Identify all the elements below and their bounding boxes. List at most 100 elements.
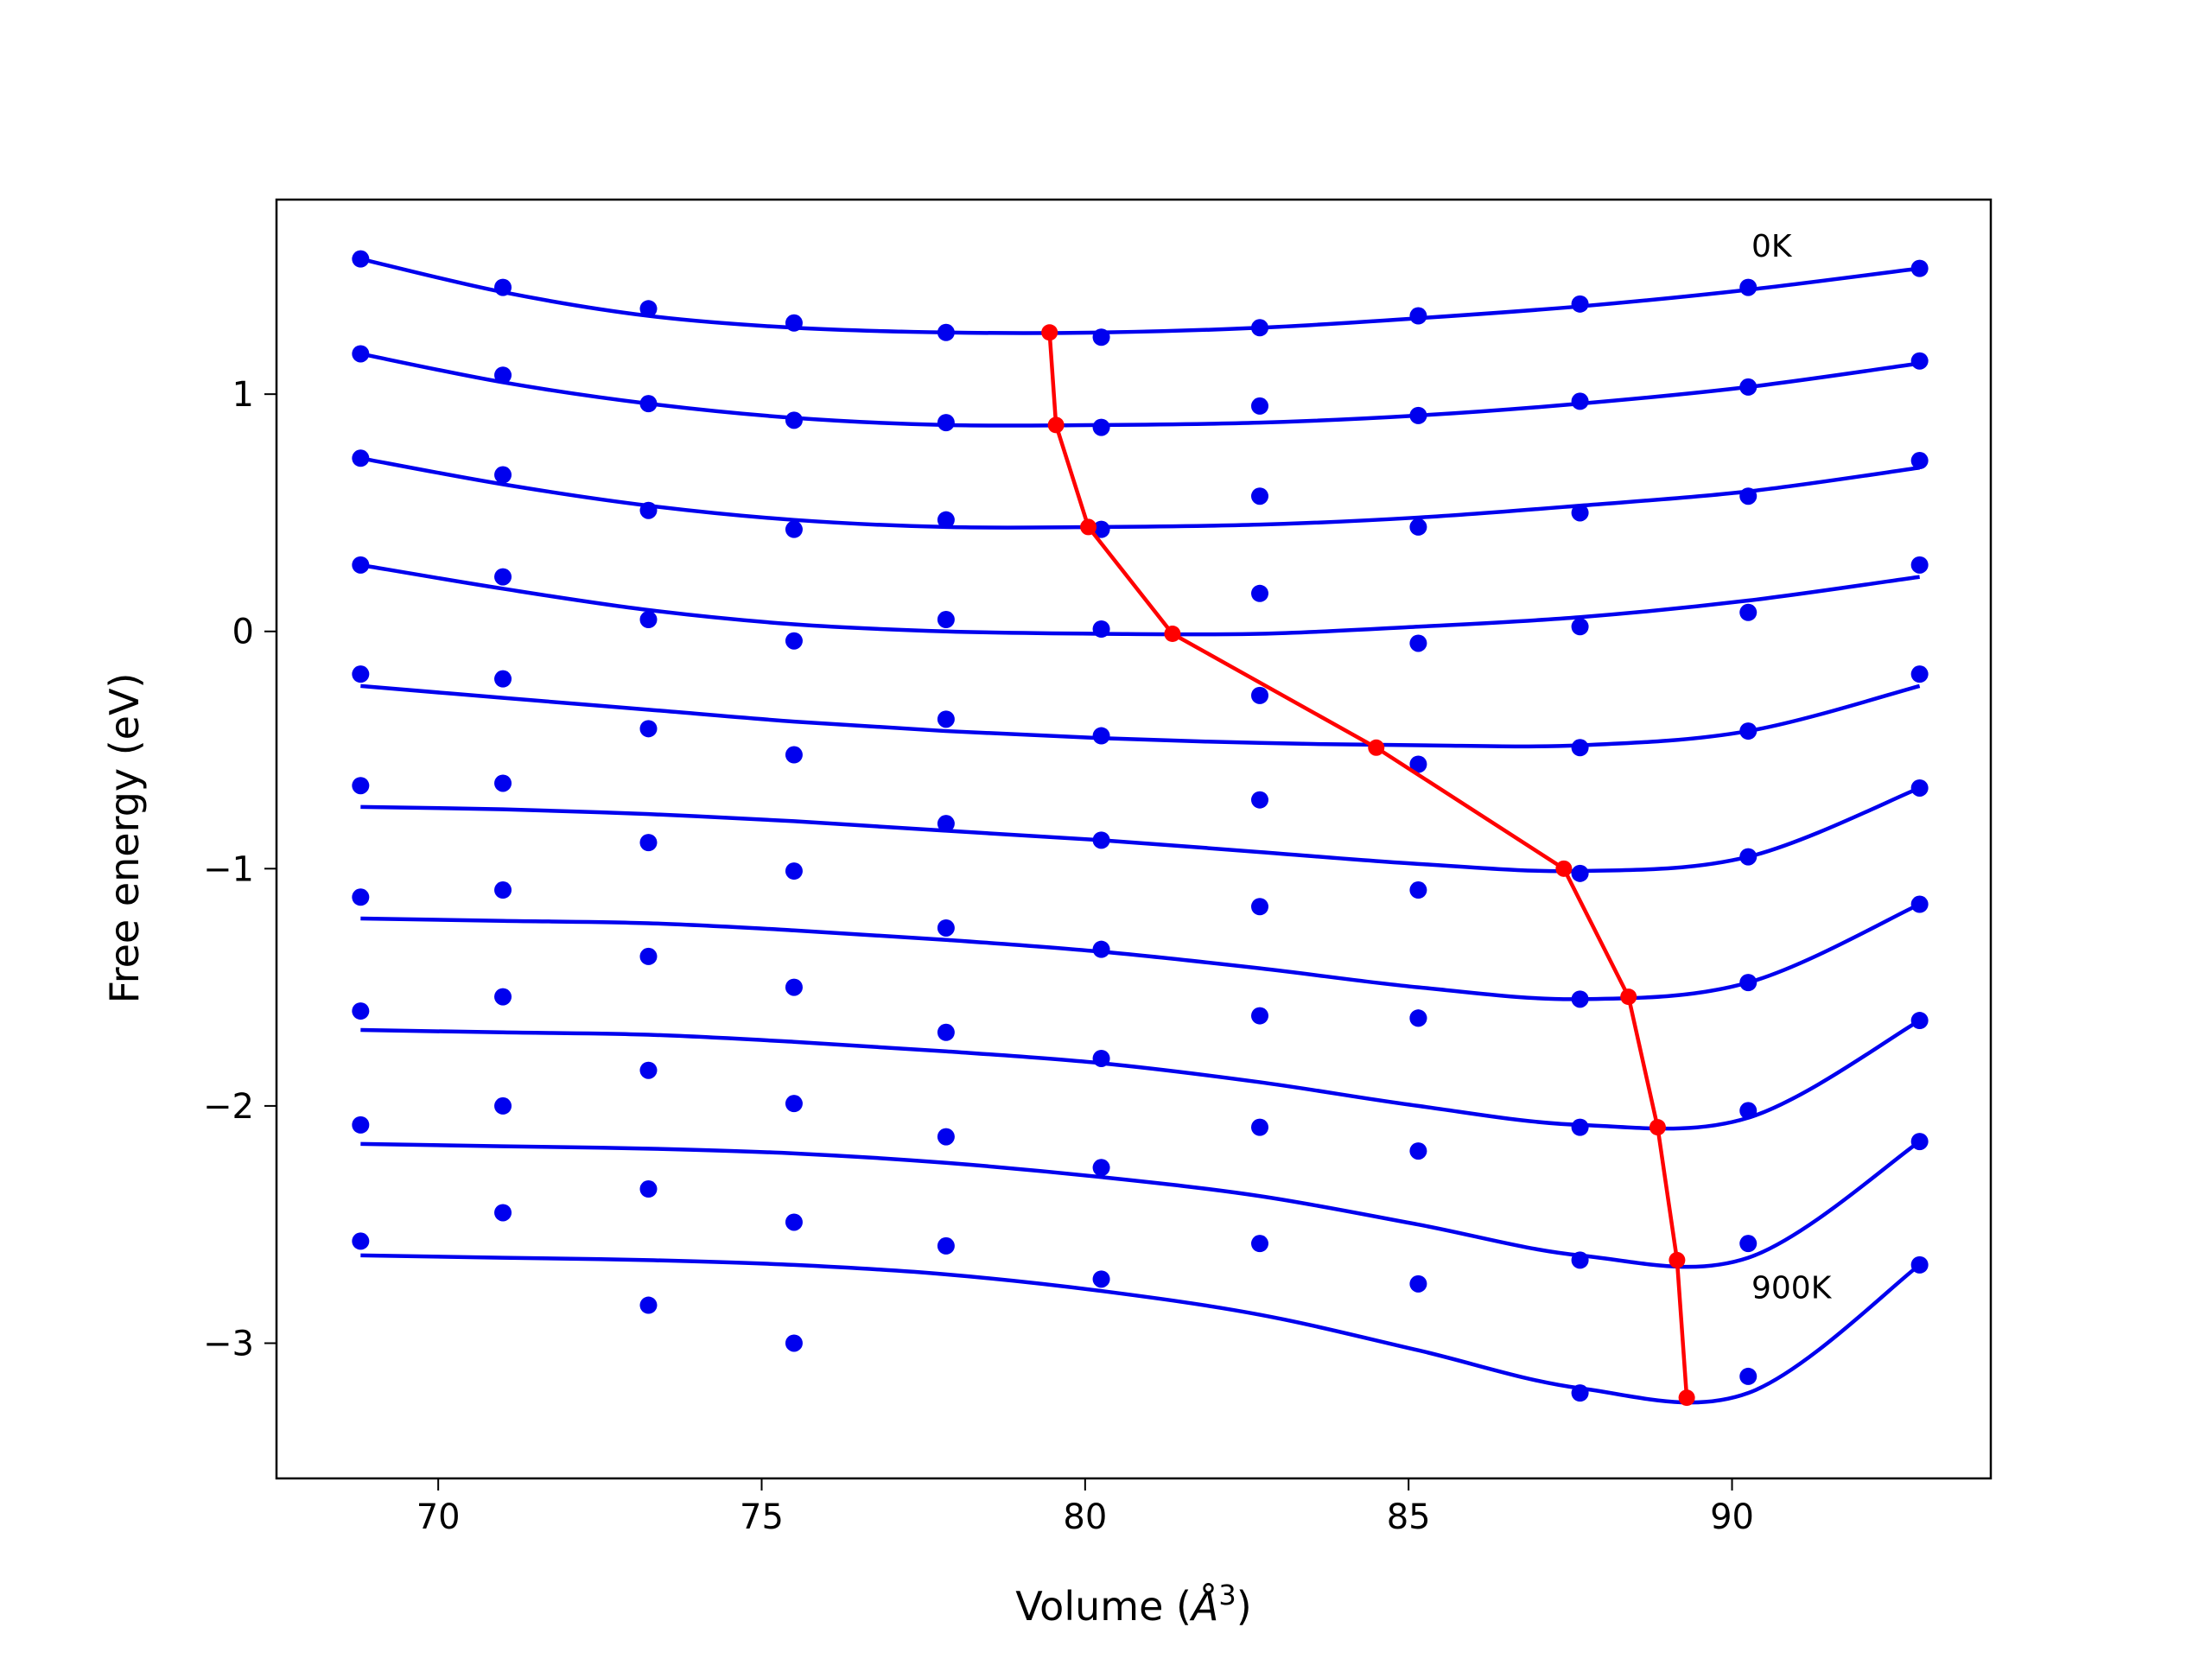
- data-point-s1-0: [352, 345, 370, 363]
- x-tick-label: 85: [1387, 1497, 1431, 1537]
- y-tick-label: 1: [232, 375, 254, 415]
- data-point-s5-4: [937, 815, 955, 833]
- data-point-s4-9: [1739, 722, 1758, 741]
- data-point-s3-6: [1250, 584, 1268, 602]
- data-point-s3-10: [1910, 556, 1929, 574]
- minimum-point-7: [1649, 1119, 1666, 1136]
- data-point-s9-1: [494, 1204, 512, 1222]
- data-point-s6-0: [352, 888, 370, 906]
- data-point-s1-8: [1571, 392, 1589, 410]
- y-tick-label: −3: [203, 1324, 254, 1363]
- data-point-s1-9: [1739, 378, 1758, 396]
- data-point-s9-4: [937, 1236, 955, 1255]
- data-point-s2-1: [494, 466, 512, 484]
- data-point-s8-0: [352, 1116, 370, 1134]
- data-point-s4-3: [785, 746, 803, 764]
- data-point-s0-5: [1092, 328, 1110, 346]
- data-point-s6-5: [1092, 940, 1110, 958]
- data-point-s8-9: [1739, 1235, 1758, 1253]
- data-point-s3-7: [1409, 634, 1427, 652]
- data-point-s7-5: [1092, 1049, 1110, 1067]
- data-point-s7-1: [494, 988, 512, 1006]
- data-point-s7-8: [1571, 1118, 1589, 1136]
- data-point-s8-8: [1571, 1251, 1589, 1269]
- data-point-s4-10: [1910, 665, 1929, 683]
- data-point-s8-2: [639, 1180, 658, 1198]
- data-point-s9-5: [1092, 1270, 1110, 1288]
- data-point-s1-3: [785, 411, 803, 429]
- data-point-s0-2: [639, 300, 658, 318]
- minimum-point-2: [1080, 518, 1097, 536]
- data-point-s3-2: [639, 611, 658, 629]
- data-point-s3-5: [1092, 620, 1110, 638]
- data-point-s6-6: [1250, 898, 1268, 916]
- data-point-s6-9: [1739, 974, 1758, 992]
- data-point-s2-2: [639, 501, 658, 519]
- data-point-s1-5: [1092, 418, 1110, 436]
- data-point-s0-7: [1409, 307, 1427, 325]
- x-axis-ticks: 70 75 80 85 90: [416, 1478, 1754, 1537]
- data-point-s8-7: [1409, 1142, 1427, 1160]
- y-axis-label: Free energy (eV): [101, 673, 148, 1004]
- data-point-s7-7: [1409, 1009, 1427, 1027]
- data-point-s8-1: [494, 1096, 512, 1115]
- minima-line: [1047, 332, 1689, 1398]
- data-point-s8-4: [937, 1128, 955, 1146]
- data-point-s2-4: [937, 511, 955, 529]
- data-point-s4-8: [1571, 739, 1589, 757]
- minimum-point-3: [1164, 625, 1181, 642]
- data-point-s7-3: [785, 1095, 803, 1113]
- fit-curve-5: [360, 785, 1921, 874]
- data-point-s1-2: [639, 395, 658, 413]
- fit-curve-9: [360, 1253, 1921, 1405]
- x-tick-label: 90: [1710, 1497, 1754, 1537]
- annotations: 0K 900K: [1751, 229, 1833, 1306]
- annotation-label: 900K: [1751, 1270, 1833, 1306]
- data-point-s6-2: [639, 947, 658, 965]
- data-point-s4-4: [937, 710, 955, 728]
- minimum-point-4: [1368, 739, 1385, 756]
- data-point-s6-3: [785, 978, 803, 996]
- data-point-s5-3: [785, 862, 803, 880]
- fit-curve-6: [360, 902, 1921, 1001]
- data-point-s2-6: [1250, 487, 1268, 505]
- data-point-s7-9: [1739, 1102, 1758, 1120]
- data-point-s1-4: [937, 414, 955, 432]
- x-tick-label: 70: [416, 1497, 461, 1537]
- data-point-s0-10: [1910, 259, 1929, 277]
- data-point-s2-3: [785, 520, 803, 538]
- data-point-s5-9: [1739, 848, 1758, 866]
- x-tick-label: 75: [740, 1497, 784, 1537]
- data-point-s6-10: [1910, 895, 1929, 913]
- y-tick-label: −1: [203, 849, 254, 889]
- data-point-s5-8: [1571, 864, 1589, 882]
- data-point-s1-10: [1910, 352, 1929, 370]
- data-point-s9-9: [1739, 1367, 1758, 1385]
- data-point-s9-0: [352, 1232, 370, 1250]
- data-point-s2-8: [1571, 504, 1589, 522]
- data-point-s7-2: [639, 1061, 658, 1079]
- data-point-s4-5: [1092, 727, 1110, 745]
- data-point-s3-0: [352, 556, 370, 574]
- data-point-s5-0: [352, 777, 370, 795]
- data-point-s9-7: [1409, 1274, 1427, 1293]
- data-point-s7-4: [937, 1023, 955, 1041]
- minimum-point-8: [1669, 1251, 1686, 1268]
- data-point-s4-6: [1250, 686, 1268, 704]
- fit-curve-8: [360, 1140, 1921, 1269]
- annotation-label: 0K: [1751, 229, 1793, 264]
- y-axis-ticks: 1 0 −1 −2 −3: [203, 375, 276, 1363]
- plot-frame: [275, 198, 1993, 1480]
- data-point-s0-0: [352, 250, 370, 268]
- data-point-s4-0: [352, 665, 370, 683]
- data-point-s2-10: [1910, 452, 1929, 470]
- data-point-s6-1: [494, 881, 512, 899]
- minimum-point-1: [1047, 416, 1065, 434]
- data-point-s5-10: [1910, 779, 1929, 797]
- data-point-s0-4: [937, 323, 955, 341]
- data-point-s0-1: [494, 278, 512, 296]
- data-point-s9-3: [785, 1334, 803, 1352]
- data-point-s3-3: [785, 632, 803, 650]
